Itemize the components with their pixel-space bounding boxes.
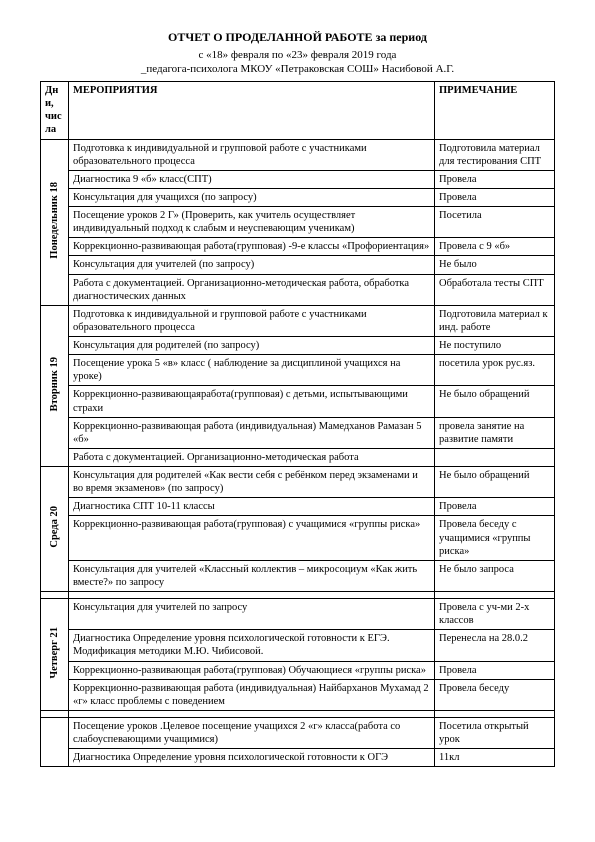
note-cell: Провела беседу с учащимися «группы риска… (435, 516, 555, 560)
col-header-day: Дни, числа (41, 82, 69, 140)
note-cell: Не поступило (435, 337, 555, 355)
activity-cell: Посещение уроков 2 Г» (Проверить, как уч… (69, 207, 435, 238)
report-author: _педагога-психолога МКОУ «Петраковская С… (40, 63, 555, 75)
day-cell: Вторник 19 (41, 305, 69, 466)
table-row: Коррекционно-развивающая работа (индивид… (41, 679, 555, 710)
activity-cell: Диагностика Определение уровня психологи… (69, 630, 435, 661)
note-cell: Не было обращений (435, 386, 555, 417)
table-row: Коррекционно-развивающая работа(группова… (41, 661, 555, 679)
table-row: Коррекционно-развивающая работа(группова… (41, 238, 555, 256)
spacer-row (41, 710, 555, 717)
activity-cell: Работа с документацией. Организационно-м… (69, 448, 435, 466)
activity-cell: Коррекционно-развивающая работа (индивид… (69, 417, 435, 448)
note-cell: Провела беседу (435, 679, 555, 710)
activity-cell: Подготовка к индивидуальной и групповой … (69, 139, 435, 170)
activity-cell: Коррекционно-развивающая работа(группова… (69, 516, 435, 560)
spacer-row (41, 592, 555, 599)
table-row: Консультация для учителей «Классный колл… (41, 560, 555, 591)
table-row: Понедельник 18Подготовка к индивидуально… (41, 139, 555, 170)
day-cell: Четверг 21 (41, 599, 69, 711)
activity-cell: Коррекционно-развивающая работа(группова… (69, 238, 435, 256)
day-label: Четверг 21 (48, 627, 61, 679)
day-label: Вторник 19 (48, 357, 61, 411)
note-cell: Обработала тесты СПТ (435, 274, 555, 305)
day-label: Среда 20 (48, 506, 61, 548)
activity-cell: Коррекционно-развивающаяработа(групповая… (69, 386, 435, 417)
note-cell: Не было (435, 256, 555, 274)
note-cell: 11кл (435, 749, 555, 767)
table-row: Работа с документацией. Организационно-м… (41, 448, 555, 466)
table-row: Диагностика СПТ 10-11 классыПровела (41, 498, 555, 516)
table-row: Коррекционно-развивающая работа (индивид… (41, 417, 555, 448)
activity-cell: Консультация для родителей (по запросу) (69, 337, 435, 355)
note-cell: Подготовила материал для тестирования СП… (435, 139, 555, 170)
day-cell (41, 717, 69, 766)
note-cell: Не было запроса (435, 560, 555, 591)
activity-cell: Консультация для учащихся (по запросу) (69, 188, 435, 206)
report-table: Дни, числа МЕРОПРИЯТИЯ ПРИМЕЧАНИЕ Понеде… (40, 81, 555, 767)
col-header-activity: МЕРОПРИЯТИЯ (69, 82, 435, 140)
table-row: Диагностика Определение уровня психологи… (41, 749, 555, 767)
activity-cell: Консультация для учителей по запросу (69, 599, 435, 630)
table-row: Посещение уроков 2 Г» (Проверить, как уч… (41, 207, 555, 238)
activity-cell: Подготовка к индивидуальной и групповой … (69, 305, 435, 336)
table-row: Посещение урока 5 «в» класс ( наблюдение… (41, 355, 555, 386)
activity-cell: Посещение уроков .Целевое посещение учащ… (69, 717, 435, 748)
report-title: ОТЧЕТ О ПРОДЕЛАННОЙ РАБОТЕ за период (40, 30, 555, 45)
note-cell: Провела с уч-ми 2-х классов (435, 599, 555, 630)
activity-cell: Диагностика Определение уровня психологи… (69, 749, 435, 767)
table-row: Диагностика 9 «б» класс(СПТ)Провела (41, 170, 555, 188)
note-cell: Провела (435, 170, 555, 188)
table-row: Среда 20Консультация для родителей «Как … (41, 467, 555, 498)
activity-cell: Консультация для родителей «Как вести се… (69, 467, 435, 498)
activity-cell: Коррекционно-развивающая работа (индивид… (69, 679, 435, 710)
day-label: Понедельник 18 (48, 182, 61, 259)
activity-cell: Работа с документацией. Организационно-м… (69, 274, 435, 305)
note-cell: Посетила (435, 207, 555, 238)
table-row: Консультация для учащихся (по запросу)Пр… (41, 188, 555, 206)
table-row: Коррекционно-развивающая работа(группова… (41, 516, 555, 560)
report-period: с «18» февраля по «23» февраля 2019 года (40, 49, 555, 61)
table-row: Консультация для учителей (по запросу)Не… (41, 256, 555, 274)
table-row: Консультация для родителей (по запросу)Н… (41, 337, 555, 355)
note-cell: посетила урок рус.яз. (435, 355, 555, 386)
table-row: Четверг 21Консультация для учителей по з… (41, 599, 555, 630)
table-row: Работа с документацией. Организационно-м… (41, 274, 555, 305)
activity-cell: Консультация для учителей «Классный колл… (69, 560, 435, 591)
note-cell: Провела (435, 498, 555, 516)
activity-cell: Посещение урока 5 «в» класс ( наблюдение… (69, 355, 435, 386)
note-cell: Провела (435, 661, 555, 679)
note-cell: провела занятие на развитие памяти (435, 417, 555, 448)
activity-cell: Диагностика 9 «б» класс(СПТ) (69, 170, 435, 188)
note-cell: Посетила открытый урок (435, 717, 555, 748)
activity-cell: Диагностика СПТ 10-11 классы (69, 498, 435, 516)
note-cell: Перенесла на 28.0.2 (435, 630, 555, 661)
table-row: Диагностика Определение уровня психологи… (41, 630, 555, 661)
table-header-row: Дни, числа МЕРОПРИЯТИЯ ПРИМЕЧАНИЕ (41, 82, 555, 140)
note-cell: Подготовила материал к инд. работе (435, 305, 555, 336)
table-row: Коррекционно-развивающаяработа(групповая… (41, 386, 555, 417)
day-cell: Понедельник 18 (41, 139, 69, 305)
note-cell: Провела с 9 «б» (435, 238, 555, 256)
day-cell: Среда 20 (41, 467, 69, 592)
activity-cell: Коррекционно-развивающая работа(группова… (69, 661, 435, 679)
table-row: Посещение уроков .Целевое посещение учащ… (41, 717, 555, 748)
note-cell (435, 448, 555, 466)
col-header-note: ПРИМЕЧАНИЕ (435, 82, 555, 140)
activity-cell: Консультация для учителей (по запросу) (69, 256, 435, 274)
note-cell: Провела (435, 188, 555, 206)
note-cell: Не было обращений (435, 467, 555, 498)
table-row: Вторник 19Подготовка к индивидуальной и … (41, 305, 555, 336)
